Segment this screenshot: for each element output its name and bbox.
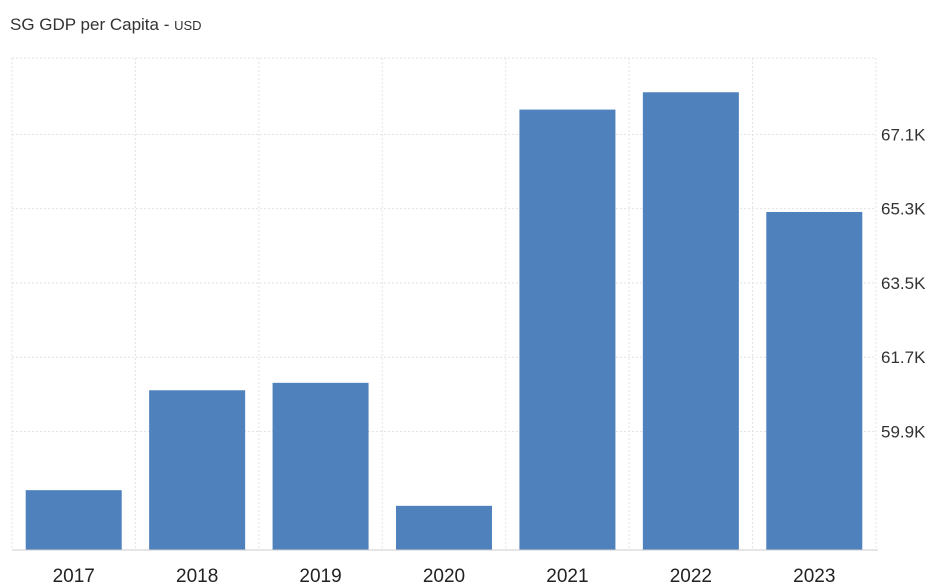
y-axis-ticks: 59.9K 61.7K 63.5K 65.3K 67.1K [881,125,926,441]
bar-2017 [25,490,122,550]
x-tick-label: 2022 [670,566,712,584]
grid-lines [11,57,877,550]
x-tick-label: 2018 [176,566,218,584]
chart-title-text: SG GDP per Capita [10,15,159,34]
y-tick-label: 61.7K [881,348,926,367]
y-tick-label: 65.3K [881,200,926,219]
bars [25,92,863,551]
bar-2020 [396,505,492,550]
x-tick-label: 2020 [423,566,465,584]
x-tick-label: 2017 [53,566,95,584]
y-tick-label: 63.5K [881,274,926,293]
bar-2021 [519,109,616,550]
x-tick-label: 2023 [793,566,835,584]
bar-2018 [149,390,246,550]
bar-2022 [642,92,739,550]
y-tick-label: 59.9K [881,423,926,442]
x-tick-label: 2019 [299,566,341,584]
chart-unit: USD [174,18,202,33]
y-tick-label: 67.1K [881,125,926,144]
chart-title: SG GDP per Capita - USD [10,15,202,35]
bar-2023 [766,211,863,551]
x-axis-ticks: 2017 2018 2019 2020 2021 2022 2023 [53,566,836,584]
title-separator: - [158,15,175,34]
bar-2019 [272,382,369,550]
x-tick-label: 2021 [546,566,588,584]
